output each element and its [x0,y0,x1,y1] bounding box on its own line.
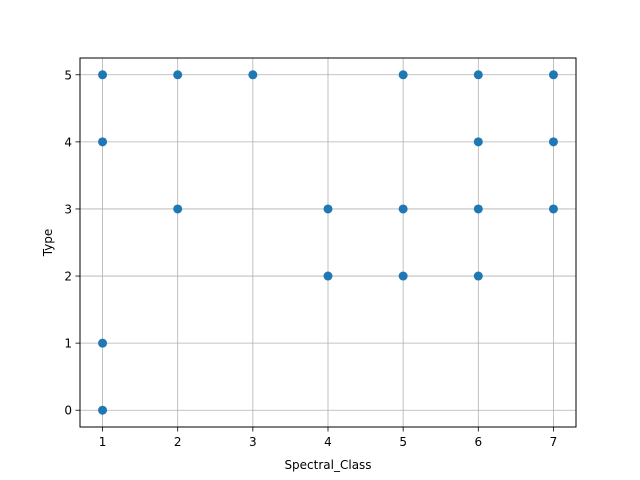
data-point [548,204,558,214]
data-point [98,338,108,348]
data-point [173,204,183,214]
x-tick-label: 6 [474,435,482,449]
data-point [98,137,108,147]
data-point [473,70,483,80]
data-point [473,204,483,214]
data-point [98,70,108,80]
x-tick-label: 1 [99,435,107,449]
data-point [473,137,483,147]
data-point [248,70,258,80]
y-tick-label: 1 [64,337,72,351]
x-tick-label: 7 [550,435,558,449]
data-points [98,70,558,415]
y-tick-label: 4 [64,135,72,149]
data-point [398,204,408,214]
grid-lines [80,58,576,427]
y-tick-label: 5 [64,68,72,82]
data-point [398,271,408,281]
data-point [98,405,108,415]
y-tick-label: 3 [64,202,72,216]
x-tick-label: 4 [324,435,332,449]
x-axis-label: Spectral_Class [284,458,371,472]
data-point [548,70,558,80]
data-point [323,204,333,214]
x-axis-ticks: 1 2 3 4 5 6 7 [99,427,558,449]
y-tick-label: 0 [64,404,72,418]
x-tick-label: 5 [399,435,407,449]
x-tick-label: 2 [174,435,182,449]
y-axis-label: Type [41,229,55,258]
data-point [323,271,333,281]
data-point [398,70,408,80]
data-point [173,70,183,80]
y-tick-label: 2 [64,270,72,284]
data-point [548,137,558,147]
y-axis-ticks: 0 1 2 3 4 5 [64,68,80,418]
data-point [473,271,483,281]
x-tick-label: 3 [249,435,257,449]
